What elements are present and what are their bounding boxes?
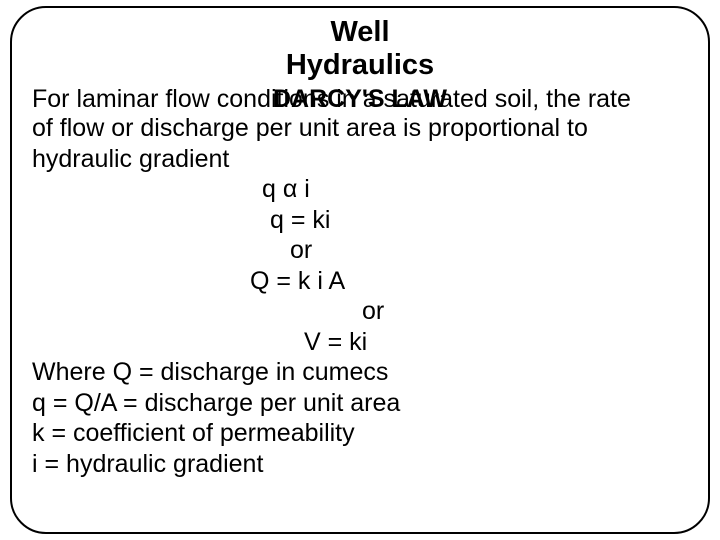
- slide-frame: Well Hydraulics For laminar flow conditi…: [10, 6, 710, 534]
- equation-Q-kiA: Q = k i A: [32, 266, 688, 297]
- equation-block: q α i q = ki or Q = k i A or V = ki: [32, 174, 688, 357]
- def-Q: Where Q = discharge in cumecs: [32, 357, 688, 388]
- slide-title: Well Hydraulics: [32, 16, 688, 83]
- def-q: q = Q/A = discharge per unit area: [32, 388, 688, 419]
- def-i: i = hydraulic gradient: [32, 449, 688, 480]
- body-line-2: of flow or discharge per unit area is pr…: [32, 113, 688, 144]
- title-line-2: Hydraulics: [32, 49, 688, 82]
- equation-or-1: or: [32, 235, 688, 266]
- equation-proportional: q α i: [32, 174, 688, 205]
- def-k: k = coefficient of permeability: [32, 418, 688, 449]
- equation-or-2: or: [32, 296, 688, 327]
- body-line-1: For laminar flow conditions in a saturat…: [32, 85, 688, 114]
- equation-V-ki: V = ki: [32, 327, 688, 358]
- overlapping-heading-line: For laminar flow conditions in a saturat…: [32, 85, 688, 114]
- equation-q-ki: q = ki: [32, 205, 688, 236]
- title-line-1: Well: [32, 16, 688, 49]
- body-line-3: hydraulic gradient: [32, 144, 688, 175]
- definitions: Where Q = discharge in cumecs q = Q/A = …: [32, 357, 688, 479]
